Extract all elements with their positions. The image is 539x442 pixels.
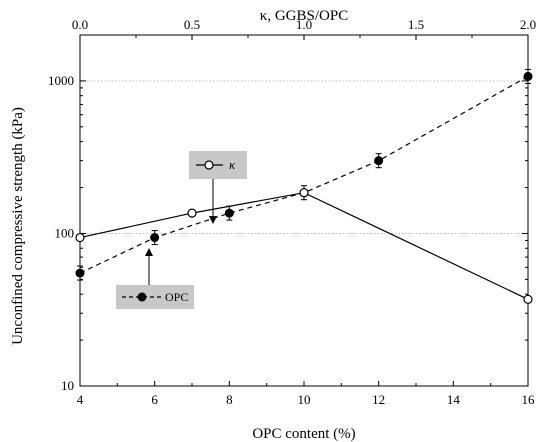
x-tick-label: 8: [226, 392, 233, 407]
opc-point: [374, 156, 384, 166]
y-axis-title: Unconfined compressive strength (kPa): [10, 107, 26, 345]
kappa-point: [75, 232, 85, 243]
x2-tick-label: 1.0: [296, 17, 312, 32]
x2-tick-label: 1.5: [408, 17, 424, 32]
plot-frame: [79, 34, 529, 387]
x-tick-label: 4: [77, 392, 84, 407]
x-tick-label: 6: [151, 392, 158, 407]
legend-marker-kappa: [204, 160, 214, 170]
y-tick-label: 10: [61, 378, 74, 393]
opc-point: [75, 268, 85, 278]
x2-tick-label: 0.0: [72, 17, 88, 32]
callout-arrowhead-kappa: [209, 216, 217, 224]
series-lines: [79, 75, 529, 300]
callouts: κ OPC: [116, 151, 247, 309]
legend-label-kappa: κ: [229, 157, 236, 172]
kappa-point: [299, 188, 309, 198]
x2-tick-label: 2.0: [520, 17, 536, 32]
top-axis-title: κ, GGBS/OPC: [260, 8, 348, 24]
y-tick-label: 100: [55, 225, 75, 240]
legend-label-opc: OPC: [165, 290, 188, 304]
y-tick-label: 1000: [48, 73, 74, 88]
x-tick-label: 14: [447, 392, 461, 407]
kappa-point: [523, 294, 533, 304]
tick-labels: 4 6 8 10 12 14 16 0.0 0.5 1.0 1.5 2.0 10 100 1000: [48, 17, 536, 407]
opc-point: [224, 208, 234, 218]
x-tick-label: 10: [298, 392, 311, 407]
series-line-opc: [79, 75, 529, 274]
kappa-point: [187, 208, 197, 218]
bottom-axis-title: OPC content (%): [252, 426, 355, 442]
series-line-kappa: [79, 192, 529, 300]
legend-marker-opc: [137, 292, 147, 302]
gridlines: [80, 80, 528, 234]
callout-arrowhead-opc: [145, 248, 153, 256]
x-tick-label: 16: [522, 392, 536, 407]
x-tick-label: 12: [372, 392, 385, 407]
opc-point: [150, 233, 160, 243]
axis-ticks: [79, 34, 529, 387]
opc-point: [523, 71, 533, 81]
plot-border: [79, 34, 529, 387]
x2-tick-label: 0.5: [184, 17, 200, 32]
series-markers: [75, 68, 533, 304]
